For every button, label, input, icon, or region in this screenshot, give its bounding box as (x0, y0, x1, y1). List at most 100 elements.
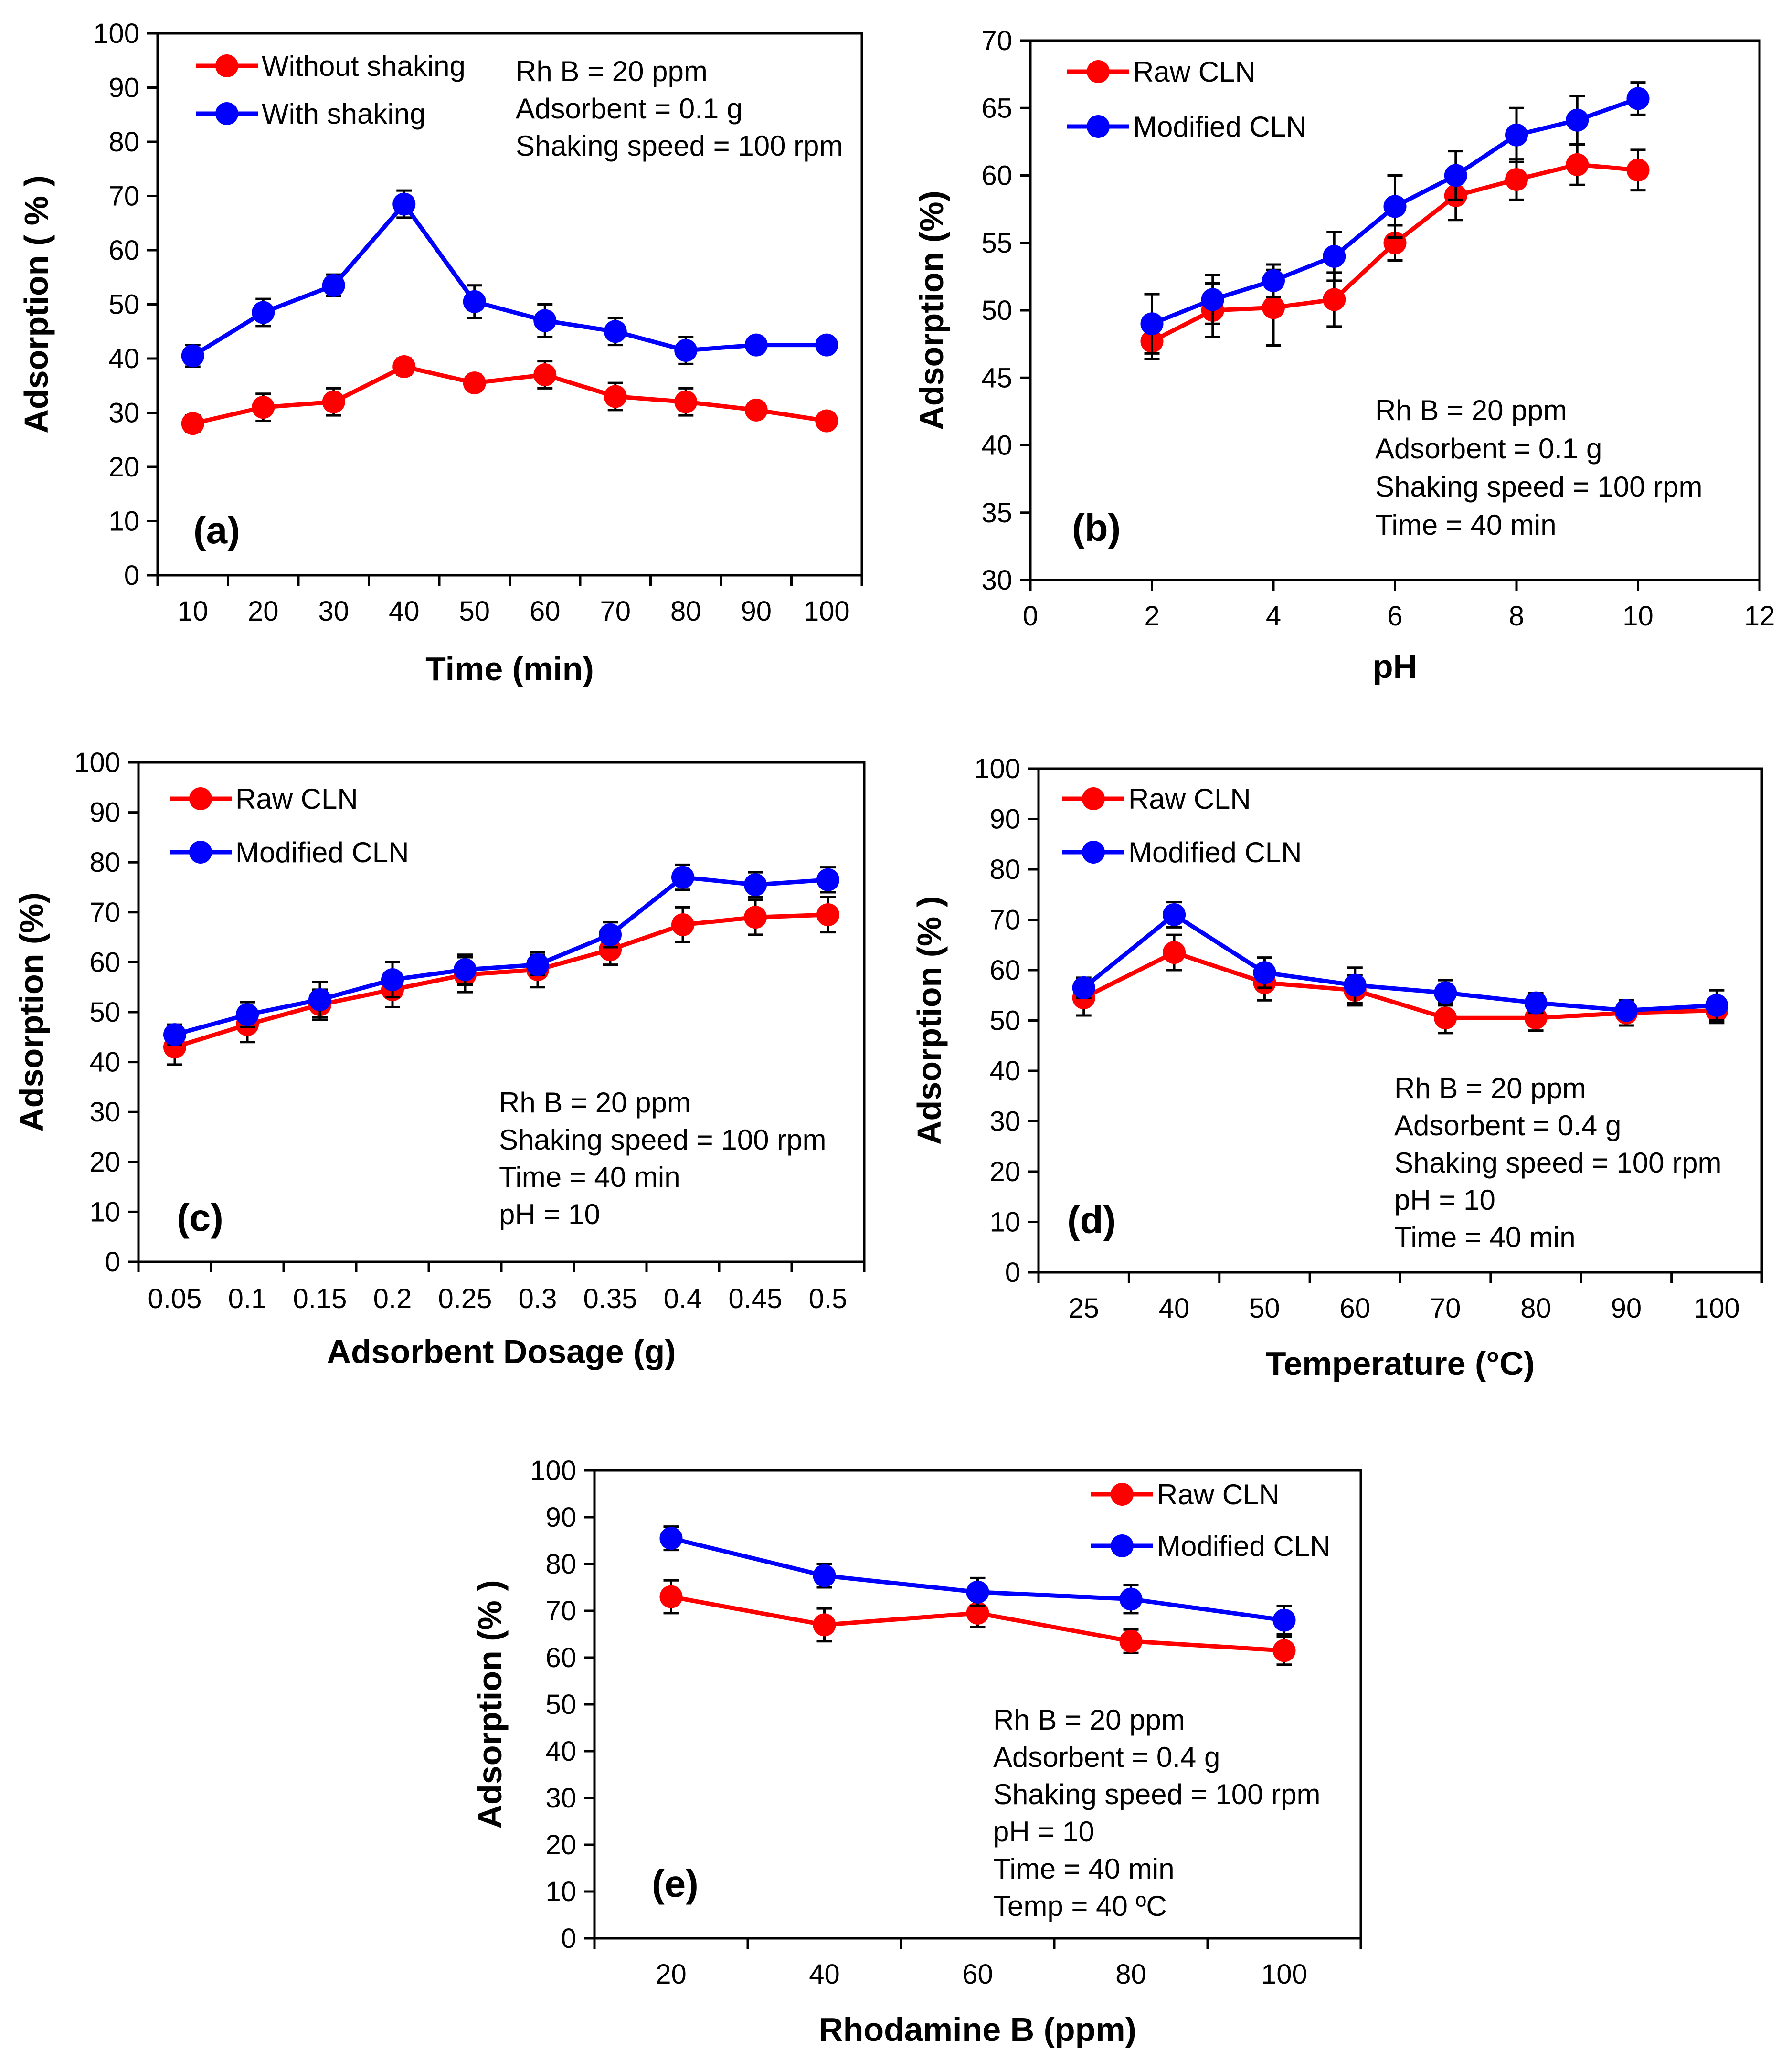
series-1 (163, 896, 839, 1066)
y-tick-label: 0 (1005, 1257, 1020, 1288)
y-tick-label: 60 (89, 947, 120, 978)
y-tick-label: 90 (89, 797, 120, 828)
data-point (599, 923, 622, 946)
data-point (1262, 269, 1285, 292)
annotation-line: Shaking speed = 100 rpm (993, 1778, 1320, 1810)
x-tick-label: 10 (1622, 601, 1654, 632)
annotation-line: Time = 40 min (993, 1853, 1175, 1885)
data-point (1626, 159, 1650, 182)
data-point (392, 355, 416, 379)
y-tick-label: 30 (989, 1106, 1020, 1137)
data-point (1072, 976, 1095, 999)
x-tick-label: 40 (809, 1959, 840, 1990)
legend-marker (189, 841, 212, 864)
panel-label: (a) (193, 509, 240, 551)
y-tick-label: 35 (981, 497, 1012, 528)
panel-label: (e) (652, 1862, 699, 1905)
data-point (236, 1003, 259, 1026)
data-point (671, 913, 694, 936)
data-point (1614, 999, 1638, 1022)
legend-marker (1082, 841, 1105, 864)
x-tick-label: 0.45 (729, 1283, 783, 1314)
data-point (1566, 108, 1589, 132)
series-1 (181, 355, 838, 435)
y-tick-label: 50 (545, 1689, 576, 1720)
x-tick-label: 80 (1115, 1959, 1146, 1990)
annotation-line: Adsorbent = 0.1 g (1375, 433, 1602, 465)
legend: Raw CLN Modified CLN (1067, 56, 1307, 143)
legend-marker (189, 787, 212, 810)
data-point (1262, 296, 1285, 319)
legend-label: Raw CLN (1133, 56, 1256, 88)
legend-marker (1111, 1483, 1134, 1506)
data-point (252, 396, 275, 419)
y-tick-label: 100 (74, 747, 120, 778)
data-point (1383, 195, 1407, 218)
y-tick-label: 70 (89, 897, 120, 928)
x-tick-label: 60 (530, 596, 561, 627)
annotation-line: Shaking speed = 100 rpm (1375, 471, 1702, 503)
x-tick-label: 30 (318, 596, 349, 627)
data-point (1272, 1608, 1296, 1632)
data-point (533, 309, 557, 332)
annotation-line: Rh B = 20 ppm (1394, 1072, 1586, 1104)
x-tick-label: 100 (1694, 1293, 1740, 1324)
data-point (1119, 1587, 1143, 1611)
x-tick-label: 50 (459, 596, 490, 627)
x-tick-label: 25 (1068, 1293, 1099, 1324)
data-point (813, 1564, 836, 1587)
series-2 (1140, 81, 1650, 355)
series-2 (163, 863, 839, 1046)
x-tick-label: 0.15 (293, 1283, 347, 1314)
data-point (533, 363, 557, 387)
legend-marker (1082, 787, 1105, 810)
y-tick-label: 10 (545, 1876, 576, 1907)
data-point (966, 1601, 989, 1625)
data-point (308, 988, 331, 1011)
y-axis-title: Adsorption ( % ) (18, 175, 55, 433)
data-point (659, 1527, 683, 1550)
y-axis-title: Adsorption (% ) (471, 1580, 509, 1828)
y-tick-label: 90 (545, 1502, 576, 1533)
legend-label: Modified CLN (1133, 111, 1307, 143)
data-point (1626, 87, 1650, 110)
x-tick-label: 0.25 (438, 1283, 492, 1314)
y-tick-label: 70 (989, 905, 1020, 936)
y-tick-label: 60 (108, 235, 139, 266)
y-tick-label: 20 (545, 1829, 576, 1860)
panel-label: (d) (1067, 1199, 1116, 1241)
x-tick-label: 6 (1387, 601, 1402, 632)
data-point (744, 333, 768, 357)
data-point (816, 903, 839, 927)
x-tick-label: 90 (1611, 1293, 1642, 1324)
legend-label: Raw CLN (1157, 1479, 1280, 1511)
y-tick-label: 40 (108, 343, 139, 374)
annotation-line: Adsorbent = 0.1 g (516, 93, 742, 125)
x-axis-title: Adsorbent Dosage (g) (327, 1333, 676, 1370)
y-tick-label: 20 (89, 1147, 120, 1178)
data-point (659, 1585, 683, 1608)
data-point (1163, 941, 1186, 964)
y-tick-label: 70 (108, 181, 139, 212)
x-tick-label: 70 (600, 596, 631, 627)
y-tick-label: 30 (545, 1783, 576, 1814)
y-tick-label: 10 (989, 1207, 1020, 1238)
y-axis-title: Adsorption (%) (13, 892, 50, 1132)
y-tick-label: 40 (981, 430, 1012, 461)
x-tick-label: 0.35 (583, 1283, 637, 1314)
x-tick-label: 100 (1261, 1959, 1307, 1990)
data-point (1705, 994, 1728, 1017)
annotation-line: Shaking speed = 100 rpm (499, 1124, 826, 1156)
data-point (966, 1580, 989, 1604)
data-point (604, 320, 627, 343)
data-point (322, 390, 345, 413)
legend-marker (1087, 60, 1110, 83)
annotation-line: pH = 10 (993, 1816, 1094, 1848)
x-tick-label: 0.4 (664, 1283, 702, 1314)
y-axis-title: Adsorption (%) (913, 190, 950, 430)
data-point (813, 1613, 836, 1637)
data-point (1434, 1006, 1457, 1030)
x-tick-label: 8 (1509, 601, 1524, 632)
series-line (1082, 912, 1717, 1013)
x-tick-label: 0.1 (228, 1283, 267, 1314)
